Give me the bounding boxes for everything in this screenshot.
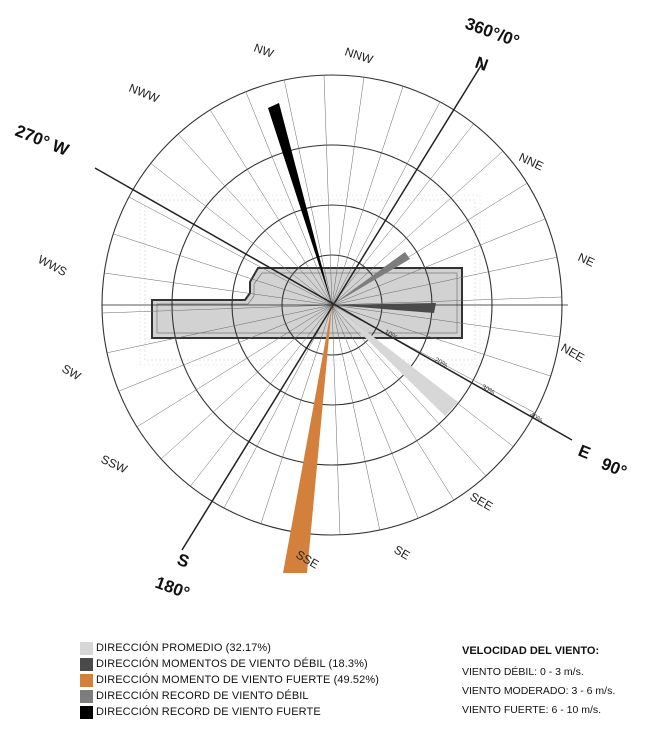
rose-spoke <box>245 91 333 306</box>
sector-debil <box>332 303 436 313</box>
rose-spoke <box>209 109 333 306</box>
rose-spoke <box>331 304 455 501</box>
rose-spoke <box>331 77 365 306</box>
rose-spoke <box>118 304 333 392</box>
dir-label-nne: NNE <box>517 150 546 173</box>
rose-spoke <box>331 218 546 306</box>
dir-label-nee: NEE <box>559 340 587 364</box>
rose-spoke <box>331 123 474 306</box>
sector-record-fuerte <box>268 103 332 305</box>
wind-speed-title: VELOCIDAD DEL VIENTO: <box>462 645 600 657</box>
legend-item-debil: DIRECCIÓN MOMENTOS DE VIENTO DÉBIL (18.3… <box>80 656 440 672</box>
rose-spoke <box>260 304 333 524</box>
rose-spoke <box>331 86 404 306</box>
legend: DIRECCIÓN PROMEDIO (32.17%) DIRECCIÓN MO… <box>80 640 440 720</box>
rose-spoke <box>331 304 551 377</box>
south-label: S <box>175 550 192 572</box>
dir-label-se: SE <box>392 542 413 562</box>
legend-label-fuerte: DIRECCIÓN MOMENTO DE VIENTO FUERTE (49.5… <box>96 674 380 686</box>
wind-speed-weak: VIENTO DÉBIL: 0 - 3 m/s. <box>462 666 584 678</box>
dir-label-ne: NE <box>576 250 597 270</box>
wind-speed-moderate: VIENTO MODERADO: 3 - 6 m/s. <box>462 685 616 697</box>
rose-spoke <box>190 304 333 487</box>
wind-speed-strong: VIENTO FUERTE: 6 - 10 m/s. <box>462 704 602 716</box>
rose-spoke <box>331 304 487 477</box>
legend-swatch-debil <box>80 657 93 671</box>
dir-label-nww: NWW <box>127 81 162 106</box>
east-label: E <box>576 441 594 463</box>
building-outline <box>151 267 463 339</box>
sector-promedio <box>332 305 458 416</box>
legend-item-promedio: DIRECCIÓN PROMEDIO (32.17%) <box>80 640 440 656</box>
rose-spoke <box>106 304 333 354</box>
dir-label-nw: NW <box>252 41 276 61</box>
rose-spoke <box>331 304 341 535</box>
legend-label-promedio: DIRECCIÓN PROMEDIO (32.17%) <box>96 642 272 654</box>
rose-spoke <box>331 256 558 306</box>
rose-spoke <box>323 75 333 306</box>
rose-spoke <box>331 304 381 531</box>
north-label: N <box>473 53 491 75</box>
legend-label-debil: DIRECCIÓN MOMENTOS DE VIENTO DÉBIL (18.3… <box>96 658 368 670</box>
legend-swatch-fuerte <box>80 673 93 687</box>
wind-sectors <box>268 103 458 573</box>
south-degree-label: 180° <box>153 573 193 603</box>
west-label: 270° W <box>13 121 73 160</box>
rose-spoke <box>177 133 333 306</box>
rose-spoke <box>104 272 333 306</box>
rose-spoke <box>136 304 333 428</box>
rose-spoke <box>102 304 333 314</box>
dir-label-wws: WWS <box>36 252 70 279</box>
north-south-axis <box>181 63 483 551</box>
north-degree-label: 360°/0° <box>463 14 522 51</box>
east-degree-label: 90° <box>599 454 630 481</box>
sector-fuerte <box>283 305 332 573</box>
legend-swatch-promedio <box>80 641 93 655</box>
dir-label-nnw: NNW <box>343 45 375 67</box>
wind-speed-panel: VELOCIDAD DEL VIENTO: VIENTO DÉBIL: 0 - … <box>462 645 645 723</box>
rose-spoke <box>331 296 562 306</box>
legend-item-record-fuerte: DIRECCIÓN RECORD DE VIENTO FUERTE <box>80 704 440 720</box>
rose-spoke <box>331 304 419 519</box>
legend-item-record-debil: DIRECCIÓN RECORD DE VIENTO DÉBIL <box>80 688 440 704</box>
rose-spoke <box>283 79 333 306</box>
rose-spoke <box>150 163 333 306</box>
rose-spoke <box>113 233 333 306</box>
sector-record-debil <box>332 252 410 305</box>
rose-spoke <box>160 304 333 460</box>
rose-spoke <box>128 196 333 306</box>
dir-label-sw: SW <box>60 361 84 383</box>
dir-label-ssw: SSW <box>99 452 130 477</box>
rose-spoke <box>223 304 333 509</box>
legend-swatch-record-debil <box>80 689 93 703</box>
dir-label-see: SEE <box>468 489 496 513</box>
rose-spokes <box>102 75 562 535</box>
site-plan <box>139 194 481 366</box>
legend-label-record-fuerte: DIRECCIÓN RECORD DE VIENTO FUERTE <box>96 706 321 718</box>
rose-spoke <box>331 101 441 306</box>
legend-swatch-record-fuerte <box>80 705 93 719</box>
rose-spoke <box>331 304 560 338</box>
legend-item-fuerte: DIRECCIÓN MOMENTO DE VIENTO FUERTE (49.5… <box>80 672 440 688</box>
rose-spoke <box>331 150 504 306</box>
legend-label-record-debil: DIRECCIÓN RECORD DE VIENTO DÉBIL <box>96 690 309 702</box>
wind-rose-diagram: 10% 20% 30% 40% NNW NW NWW NNE NE NEE SE… <box>13 14 630 603</box>
